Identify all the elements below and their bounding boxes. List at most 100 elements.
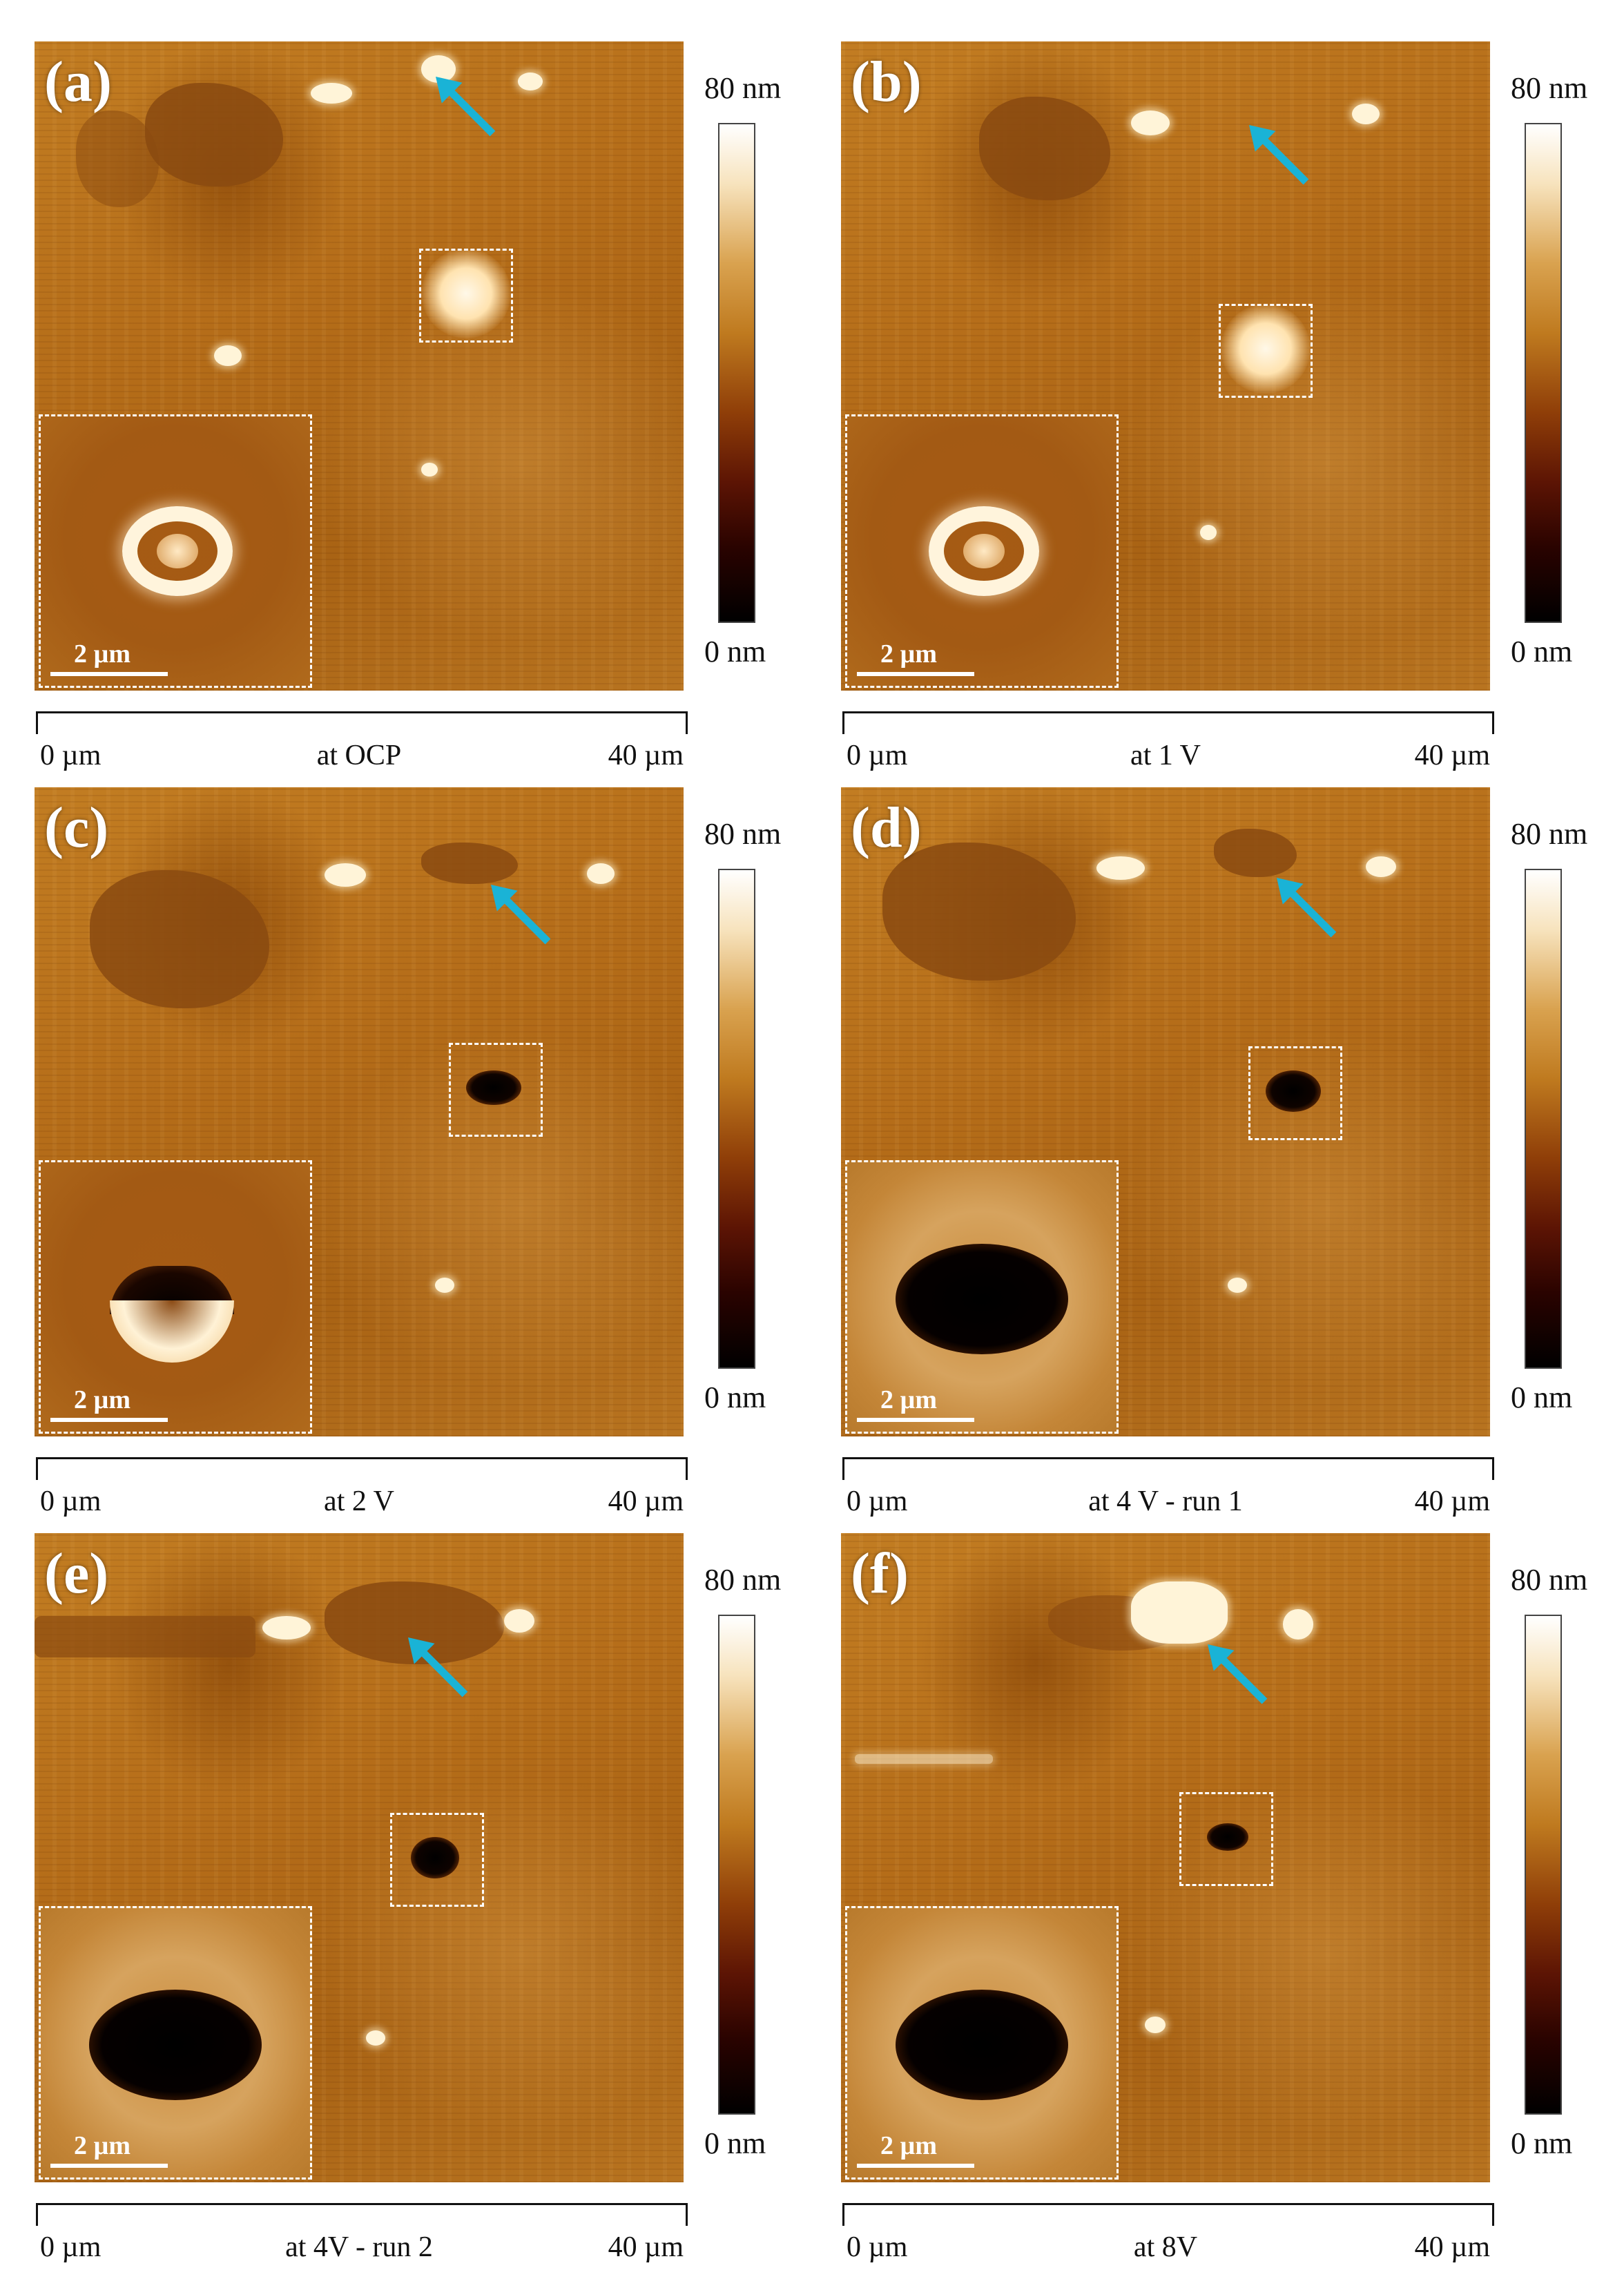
afm-image-e: 2 µm [35,1533,684,2182]
arrow-icon [1249,125,1309,185]
bright-particle [435,1278,454,1293]
arrow-icon [491,885,551,945]
panel-label: (b) [851,50,922,114]
axis-end: 40 µm [608,740,684,771]
x-axis [36,711,688,734]
zoom-inset: 2 µm [39,1906,312,2180]
colorbar-min: 0 nm [704,635,766,669]
pit-feature [89,1990,262,2100]
selection-box [419,249,513,343]
colorbar [1525,869,1562,1369]
bright-particle [311,83,352,104]
panel-label: (f) [851,1541,909,1606]
x-axis [842,711,1494,734]
surface-pit [411,1837,459,1878]
dark-flake [979,97,1110,200]
selection-box [449,1043,543,1137]
panel-e: 2 µm (e) 80 nm 0 nm 0 µm at 4V - run 2 4… [35,1533,842,2279]
x-axis [36,1457,688,1480]
scale-bar-label: 2 µm [74,640,131,669]
dark-flake [145,83,283,186]
panel-label: (a) [44,50,112,114]
colorbar-min: 0 nm [1511,635,1573,669]
ring-core [963,534,1005,568]
axis-start: 0 µm [40,740,102,771]
condition-label: at 1 V [1130,740,1201,771]
dark-flake [90,870,269,1008]
selection-box [1219,304,1313,398]
surface-pit [1207,1823,1248,1851]
axis-start: 0 µm [40,1485,102,1517]
surface-feature [1221,304,1311,394]
axis-end: 40 µm [1414,740,1490,771]
colorbar [718,869,755,1369]
bright-particle [504,1609,534,1633]
zoom-inset: 2 µm [39,1160,312,1434]
dark-flake [35,1616,255,1657]
scale-bar [50,672,168,676]
scale-bar-label: 2 µm [880,640,938,669]
bright-particle [1145,2017,1166,2033]
scale-bar [857,2164,974,2168]
afm-image-f: 2 µm [841,1533,1490,2182]
colorbar-max: 80 nm [704,817,782,851]
colorbar-max: 80 nm [704,71,782,105]
axis-start: 0 µm [847,1485,908,1517]
scale-bar-label: 2 µm [880,1385,938,1414]
condition-label: at 4V - run 2 [285,2231,433,2263]
panel-a: 2 µm (a) 80 nm 0 nm 0 µm at OCP 40 µm [35,41,842,787]
bright-particle [1283,1609,1313,1639]
bright-particle [1096,856,1145,880]
dark-flake [421,843,518,884]
colorbar-max: 80 nm [1511,817,1588,851]
condition-label: at 4 V - run 1 [1088,1485,1243,1517]
surface-pit [466,1070,521,1105]
condition-label: at OCP [316,740,402,771]
colorbar-max: 80 nm [1511,71,1588,105]
scale-bar [857,1418,974,1422]
axis-start: 0 µm [40,2231,102,2263]
axis-start: 0 µm [847,2231,908,2263]
scale-bar-label: 2 µm [74,2131,131,2160]
bright-particle [518,73,543,90]
half-ring-feature [110,1300,234,1363]
x-axis [842,2203,1494,2226]
arrow-icon [436,77,496,137]
bright-particle [1200,525,1217,540]
dark-flake [76,110,159,207]
bright-particle [325,863,366,887]
bright-particle [366,2030,385,2046]
condition-label: at 2 V [324,1485,394,1517]
arrow-icon [1208,1644,1268,1704]
panel-f: 2 µm (f) 80 nm 0 nm 0 µm at 8V 40 µm [841,1533,1624,2279]
bright-particle [1131,1581,1228,1644]
axis-end: 40 µm [608,2231,684,2263]
x-axis [842,1457,1494,1480]
selection-box [1248,1046,1342,1140]
bright-particle [1366,856,1396,877]
axis-start: 0 µm [847,740,908,771]
colorbar-min: 0 nm [1511,2126,1573,2160]
colorbar [1525,123,1562,623]
panel-c: 2 µm (c) 80 nm 0 nm 0 µm at 2 V 40 µm [35,787,842,1533]
condition-label: at 8V [1133,2231,1198,2263]
bright-particle [1352,104,1380,124]
panel-label: (d) [851,796,922,860]
colorbar-max: 80 nm [704,1563,782,1597]
zoom-inset: 2 µm [845,1906,1119,2180]
bright-particle [262,1616,311,1639]
scale-bar [857,672,974,676]
ring-core [157,534,198,568]
scale-bar [50,2164,168,2168]
colorbar-min: 0 nm [1511,1381,1573,1414]
afm-image-a: 2 µm [35,41,684,691]
bright-particle [1228,1278,1247,1293]
zoom-inset: 2 µm [845,1160,1119,1434]
x-axis [36,2203,688,2226]
scale-bar [50,1418,168,1422]
colorbar [1525,1615,1562,2115]
colorbar-min: 0 nm [704,1381,766,1414]
zoom-inset: 2 µm [845,414,1119,688]
afm-image-b: 2 µm [841,41,1490,691]
surface-pit [1266,1070,1321,1112]
